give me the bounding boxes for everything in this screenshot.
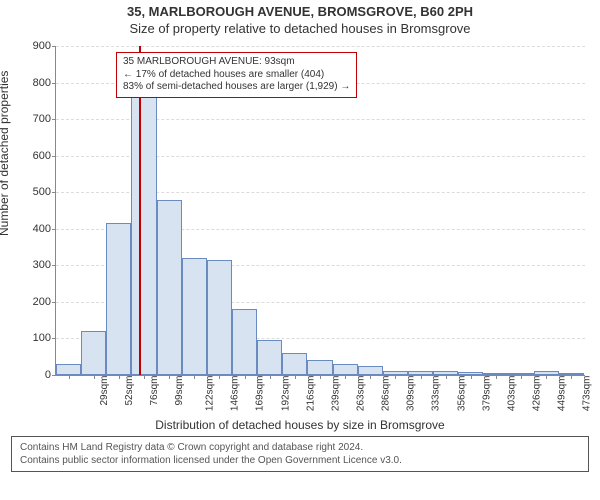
page-subtitle: Size of property relative to detached ho… — [0, 21, 600, 36]
xtick-mark — [69, 375, 70, 379]
xtick-mark — [395, 375, 396, 379]
ytick-label: 400 — [21, 223, 56, 235]
xtick-mark — [320, 375, 321, 379]
xtick-label: 99sqm — [174, 376, 185, 406]
xtick-label: 426sqm — [532, 376, 543, 412]
ytick-label: 900 — [21, 40, 56, 52]
histogram-bar — [307, 360, 332, 375]
ytick-label: 100 — [21, 332, 56, 344]
xtick-label: 216sqm — [305, 376, 316, 412]
histogram-bar — [282, 353, 307, 375]
ytick-label: 300 — [21, 259, 56, 271]
xtick-label: 333sqm — [431, 376, 442, 412]
xtick-label: 356sqm — [456, 376, 467, 412]
ytick-label: 0 — [21, 369, 56, 381]
footer-line-2: Contains public sector information licen… — [20, 454, 580, 467]
footer-line-1: Contains HM Land Registry data © Crown c… — [20, 441, 580, 454]
xtick-mark — [370, 375, 371, 379]
xtick-mark — [144, 375, 145, 379]
xtick-label: 169sqm — [255, 376, 266, 412]
xtick-label: 403sqm — [506, 376, 517, 412]
histogram-bar — [81, 331, 106, 375]
xtick-label: 52sqm — [124, 376, 135, 406]
xtick-mark — [421, 375, 422, 379]
ytick-label: 700 — [21, 113, 56, 125]
xtick-label: 29sqm — [99, 376, 110, 406]
xtick-mark — [194, 375, 195, 379]
xtick-label: 449sqm — [557, 376, 568, 412]
xtick-label: 286sqm — [381, 376, 392, 412]
xtick-label: 379sqm — [481, 376, 492, 412]
xtick-label: 309sqm — [406, 376, 417, 412]
histogram-bar — [333, 364, 358, 375]
histogram-bar — [106, 223, 131, 375]
ytick-label: 500 — [21, 186, 56, 198]
annotation-line-3: 83% of semi-detached houses are larger (… — [123, 81, 350, 94]
xtick-mark — [345, 375, 346, 379]
xtick-mark — [94, 375, 95, 379]
xtick-mark — [571, 375, 572, 379]
histogram-bar — [358, 366, 383, 375]
histogram-bar — [131, 94, 156, 375]
xtick-label: 76sqm — [149, 376, 160, 406]
histogram-bar — [182, 258, 207, 375]
xtick-mark — [496, 375, 497, 379]
plot-area: 010020030040050060070080090029sqm52sqm76… — [55, 46, 585, 376]
xtick-mark — [270, 375, 271, 379]
ytick-label: 800 — [21, 77, 56, 89]
xtick-label: 239sqm — [330, 376, 341, 412]
x-axis-label: Distribution of detached houses by size … — [0, 418, 600, 432]
xtick-mark — [446, 375, 447, 379]
xtick-label: 192sqm — [280, 376, 291, 412]
chart-container: Number of detached properties 0100200300… — [0, 36, 600, 436]
xtick-mark — [521, 375, 522, 379]
xtick-label: 263sqm — [356, 376, 367, 412]
xtick-mark — [219, 375, 220, 379]
histogram-bar — [157, 200, 182, 375]
xtick-label: 473sqm — [582, 376, 593, 412]
page-title: 35, MARLBOROUGH AVENUE, BROMSGROVE, B60 … — [0, 4, 600, 19]
annotation-line-1: 35 MARLBOROUGH AVENUE: 93sqm — [123, 56, 350, 69]
xtick-label: 122sqm — [205, 376, 216, 412]
ytick-label: 600 — [21, 150, 56, 162]
xtick-mark — [169, 375, 170, 379]
annotation-line-2: ← 17% of detached houses are smaller (40… — [123, 69, 350, 82]
xtick-mark — [245, 375, 246, 379]
gridline — [56, 46, 585, 47]
xtick-mark — [546, 375, 547, 379]
xtick-mark — [119, 375, 120, 379]
xtick-mark — [295, 375, 296, 379]
histogram-bar — [56, 364, 81, 375]
histogram-bar — [232, 309, 257, 375]
histogram-bar — [257, 340, 282, 375]
ytick-label: 200 — [21, 296, 56, 308]
annotation-box: 35 MARLBOROUGH AVENUE: 93sqm ← 17% of de… — [116, 52, 357, 98]
footer-attribution: Contains HM Land Registry data © Crown c… — [11, 436, 589, 472]
xtick-label: 146sqm — [230, 376, 241, 412]
histogram-bar — [207, 260, 232, 375]
xtick-mark — [471, 375, 472, 379]
y-axis-label: Number of detached properties — [0, 71, 11, 236]
